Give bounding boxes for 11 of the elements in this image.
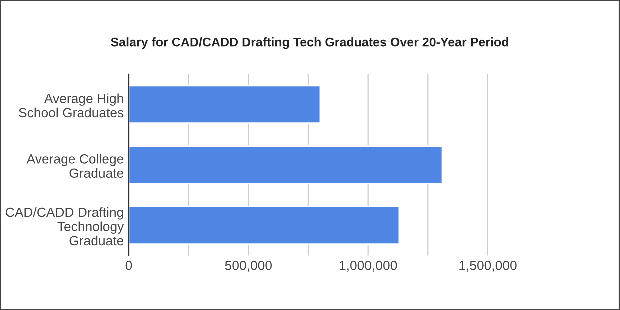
x-tick-label: 1,000,000 (340, 260, 398, 272)
x-tick-label: 500,000 (225, 260, 272, 272)
x-tick-label: 1,500,000 (460, 260, 517, 272)
y-tick-label: Average College Graduate (26, 154, 124, 178)
bar (129, 206, 400, 245)
bar (129, 146, 444, 185)
x-tick-label: 0 (126, 260, 132, 270)
y-tick-label: Average High School Graduates (19, 94, 124, 118)
bar (129, 85, 322, 124)
chart-title: Salary for CAD/CADD Drafting Tech Graduates Over 20-Year Period (111, 38, 508, 50)
y-tick-label: CAD/CADD Drafting Technology Graduate (6, 207, 124, 246)
